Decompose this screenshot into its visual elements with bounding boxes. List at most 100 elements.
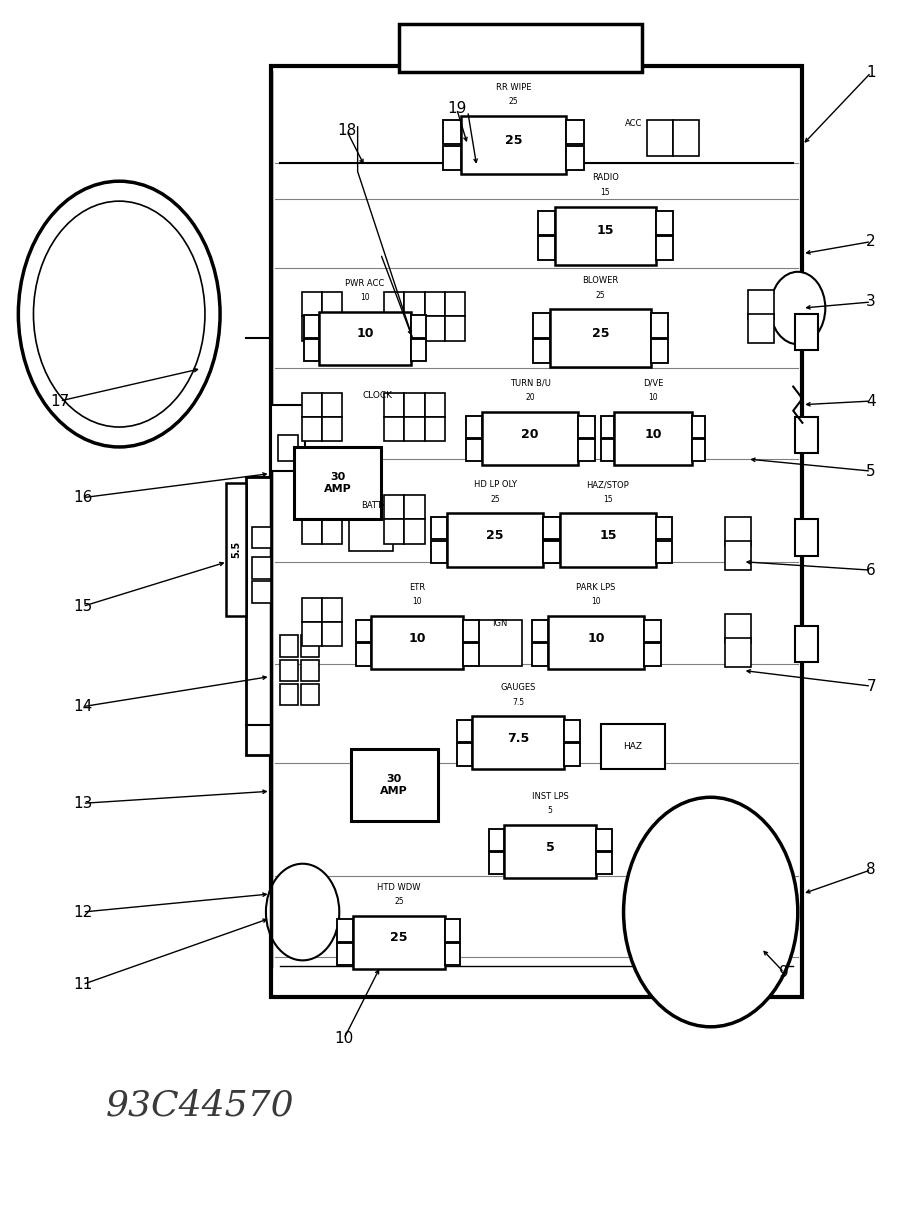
Bar	[579, 416, 594, 439]
Text: 10: 10	[335, 1032, 353, 1046]
Bar	[322, 519, 342, 544]
Bar	[579, 439, 594, 461]
Bar	[543, 517, 559, 540]
Bar	[445, 292, 465, 316]
Bar	[384, 393, 404, 417]
Bar	[384, 316, 404, 341]
Text: CLOCK: CLOCK	[362, 390, 392, 400]
Bar	[466, 439, 482, 461]
Bar	[489, 852, 504, 875]
Text: HAZ/STOP: HAZ/STOP	[587, 481, 629, 489]
Ellipse shape	[770, 272, 825, 344]
Bar	[271, 405, 305, 471]
Text: PARK LPS: PARK LPS	[577, 583, 615, 592]
Text: HTD WDW: HTD WDW	[377, 883, 421, 892]
Ellipse shape	[18, 181, 220, 447]
Text: 20: 20	[525, 394, 535, 402]
Text: ACC: ACC	[624, 118, 642, 128]
Text: 18: 18	[337, 123, 356, 138]
Bar	[560, 513, 657, 567]
Bar	[384, 519, 404, 544]
Text: 15: 15	[596, 225, 614, 238]
Bar	[411, 338, 426, 361]
Text: GAUGES: GAUGES	[501, 684, 536, 692]
Bar	[691, 416, 705, 439]
Bar	[302, 622, 322, 646]
Text: 10: 10	[360, 294, 370, 302]
Bar	[532, 620, 548, 643]
Text: 30
AMP: 30 AMP	[324, 472, 351, 494]
Bar	[544, 540, 560, 563]
Bar	[425, 393, 445, 417]
Text: 5: 5	[547, 807, 553, 815]
Bar	[411, 315, 426, 338]
Bar	[596, 852, 612, 875]
Bar	[271, 66, 802, 997]
Bar	[691, 439, 705, 461]
Ellipse shape	[266, 864, 339, 960]
Text: 10: 10	[408, 632, 426, 645]
Bar	[601, 439, 614, 461]
Text: RADIO: RADIO	[591, 174, 619, 182]
Bar	[644, 620, 660, 643]
Bar	[564, 720, 580, 743]
Bar	[319, 312, 411, 365]
Bar	[601, 724, 665, 769]
Text: 5.5: 5.5	[231, 541, 241, 558]
Text: 25: 25	[486, 529, 504, 542]
Text: 6: 6	[867, 563, 876, 577]
Bar	[445, 919, 460, 942]
Bar	[404, 495, 425, 519]
Bar	[302, 292, 322, 316]
Bar	[337, 942, 353, 965]
Bar	[447, 513, 543, 567]
Text: 10: 10	[356, 327, 374, 341]
Bar	[337, 919, 353, 942]
Bar	[472, 716, 564, 769]
Text: 10: 10	[648, 394, 657, 402]
Text: 12: 12	[73, 905, 92, 919]
Text: 25: 25	[394, 898, 403, 906]
Bar	[725, 614, 751, 643]
Bar	[322, 417, 342, 441]
Text: D/VE: D/VE	[643, 379, 663, 388]
Bar	[384, 292, 404, 316]
Bar	[280, 684, 298, 705]
Text: 4: 4	[867, 394, 876, 408]
Bar	[431, 540, 447, 563]
Text: 93C44570: 93C44570	[105, 1088, 294, 1122]
Bar	[252, 581, 271, 603]
Text: 16: 16	[72, 490, 93, 505]
Text: 5: 5	[867, 464, 876, 478]
Bar	[356, 620, 371, 643]
Bar	[457, 720, 472, 743]
Bar	[550, 309, 651, 367]
Text: 10: 10	[413, 598, 422, 606]
Ellipse shape	[624, 797, 798, 1027]
Text: 1: 1	[867, 65, 876, 80]
Bar	[544, 517, 560, 540]
Text: 7.5: 7.5	[512, 698, 525, 707]
Text: 7: 7	[867, 679, 876, 693]
Bar	[647, 120, 673, 156]
Bar	[795, 314, 818, 350]
Bar	[443, 120, 461, 145]
Bar	[278, 435, 298, 461]
Ellipse shape	[34, 202, 205, 428]
Bar	[404, 393, 425, 417]
Bar	[644, 643, 660, 666]
Bar	[656, 236, 673, 261]
Bar	[457, 743, 472, 766]
Bar	[504, 825, 596, 878]
Bar	[725, 517, 751, 546]
Bar	[322, 393, 342, 417]
Bar	[384, 417, 404, 441]
Bar	[461, 116, 567, 174]
Bar	[443, 145, 461, 170]
Text: 17: 17	[50, 394, 69, 408]
Bar	[543, 540, 559, 563]
Bar	[445, 942, 460, 965]
Bar	[404, 417, 425, 441]
Bar	[748, 314, 774, 343]
Bar	[322, 598, 342, 622]
